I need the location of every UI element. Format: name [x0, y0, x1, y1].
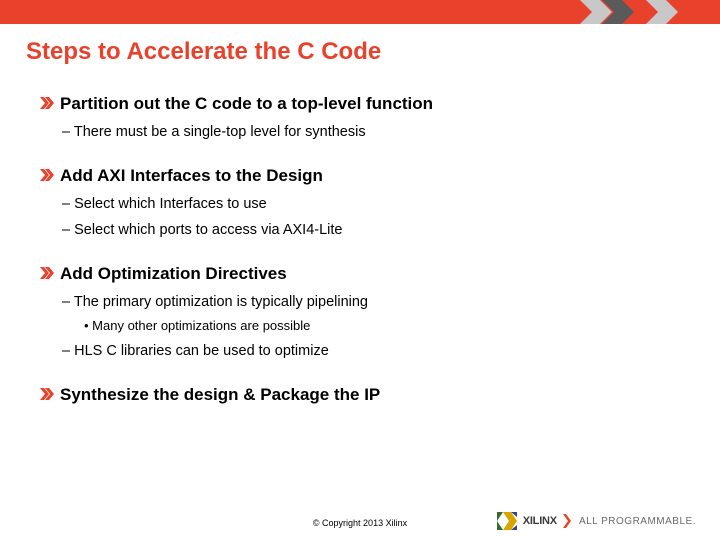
chevron-bullet-icon [40, 388, 54, 404]
bullet-level1: Add AXI Interfaces to the Design [40, 166, 680, 186]
bullet-level2: The primary optimization is typically pi… [62, 294, 680, 310]
bullet-level1-text: Add Optimization Directives [60, 264, 287, 284]
slide-content: Partition out the C code to a top-level … [0, 76, 720, 405]
brand-tag-all: ALL [579, 516, 601, 527]
bullet-level2: There must be a single-top level for syn… [62, 124, 680, 140]
bullet-level1-text: Add AXI Interfaces to the Design [60, 166, 323, 186]
bullet-level2: Select which ports to access via AXI4-Li… [62, 222, 680, 238]
chevron-bullet-icon [40, 169, 54, 185]
brand-tagline: ALL PROGRAMMABLE. [579, 516, 696, 527]
bullet-level1-text: Synthesize the design & Package the IP [60, 385, 380, 405]
xilinx-logo-icon [497, 512, 517, 530]
chevron-bullet-icon [40, 267, 54, 283]
bullet-level3: Many other optimizations are possible [84, 318, 680, 333]
copyright-text: © Copyright 2013 Xilinx [313, 518, 407, 528]
bullet-level1: Partition out the C code to a top-level … [40, 94, 680, 114]
header-decoration [580, 0, 690, 24]
brand-name: XILINX [523, 515, 557, 527]
bullet-level2: Select which Interfaces to use [62, 196, 680, 212]
brand-tag-prog: PROGRAMMABLE [601, 516, 693, 527]
chevron-separator-icon [563, 514, 573, 528]
chevron-bullet-icon [40, 97, 54, 113]
header-bar [0, 0, 720, 24]
bullet-level2: HLS C libraries can be used to optimize [62, 343, 680, 359]
brand-tag-dot: . [693, 516, 696, 527]
slide-title: Steps to Accelerate the C Code [0, 24, 720, 76]
bullet-level1: Add Optimization Directives [40, 264, 680, 284]
slide-footer: © Copyright 2013 Xilinx XILINX ALL PROGR… [0, 508, 720, 532]
bullet-level1: Synthesize the design & Package the IP [40, 385, 680, 405]
brand-block: XILINX ALL PROGRAMMABLE. [497, 512, 696, 530]
bullet-level1-text: Partition out the C code to a top-level … [60, 94, 433, 114]
